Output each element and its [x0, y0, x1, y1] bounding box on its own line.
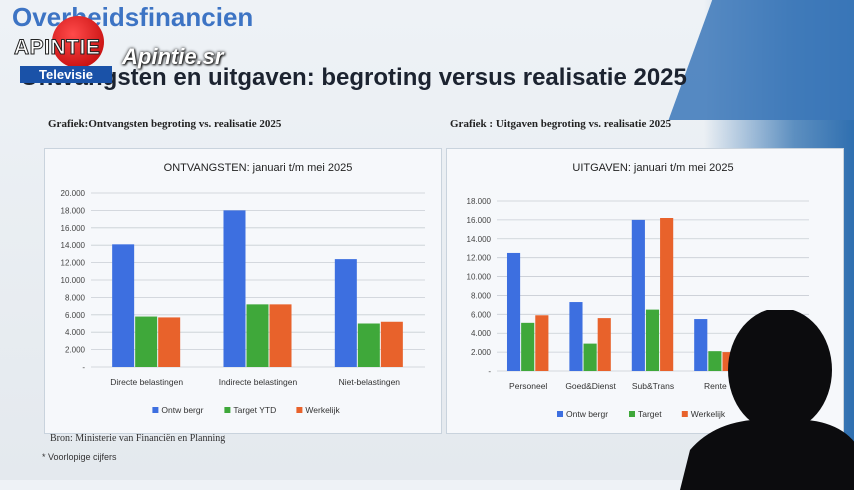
legend-label: Target — [638, 409, 662, 419]
bar — [380, 321, 403, 367]
y-tick-label: 4.000 — [65, 328, 86, 337]
bar — [535, 315, 549, 371]
source-note: Bron: Ministerie van Financiën en Planni… — [50, 433, 226, 444]
y-tick-label: 6.000 — [471, 310, 492, 319]
y-tick-label: 18.000 — [467, 197, 492, 206]
y-tick-label: 2.000 — [65, 346, 86, 355]
logo-text: APINTIE — [13, 36, 101, 60]
category-label: Indirecte belastingen — [219, 377, 298, 387]
y-tick-label: 8.000 — [471, 291, 492, 300]
legend-label: Target YTD — [233, 405, 276, 415]
y-tick-label: 10.000 — [467, 273, 492, 282]
legend-swatch — [152, 407, 159, 413]
category-label: Personeel — [509, 381, 547, 391]
y-tick-label: 4.000 — [471, 329, 492, 338]
y-tick-label: 20.000 — [61, 189, 86, 198]
y-tick-label: 2.000 — [471, 348, 492, 357]
category-label: Directe belastingen — [110, 377, 183, 387]
chart-title: UITGAVEN: januari t/m mei 2025 — [572, 162, 733, 174]
right-chart-caption: Grafiek : Uitgaven begroting vs. realisa… — [450, 118, 672, 130]
legend-swatch — [224, 407, 231, 413]
bar — [694, 319, 708, 371]
y-tick-label: 14.000 — [467, 235, 492, 244]
logo-subtitle: Televisie — [20, 66, 112, 83]
footnote: * Voorlopige cijfers — [42, 452, 117, 462]
decorative-shape — [668, 0, 854, 120]
legend-label: Ontw bergr — [161, 405, 203, 415]
legend-label: Werkelijk — [305, 405, 340, 415]
legend-label: Werkelijk — [691, 409, 726, 419]
bar — [357, 323, 380, 367]
y-tick-label: - — [488, 367, 491, 376]
y-tick-label: - — [82, 363, 85, 372]
legend-swatch — [629, 411, 635, 417]
revenue-chart: ONTVANGSTEN: januari t/m mei 2025 - 2.000 4… — [44, 148, 442, 434]
y-tick-label: 12.000 — [467, 254, 492, 263]
channel-logo: APINTIE Televisie — [13, 16, 114, 86]
bar — [246, 304, 269, 367]
category-label: Rente — [704, 381, 727, 391]
bar — [158, 317, 181, 367]
bar — [334, 259, 357, 367]
bar — [506, 252, 521, 371]
bar — [112, 244, 135, 367]
legend-swatch — [681, 411, 688, 417]
logo-circle-icon — [52, 16, 104, 68]
bar — [597, 318, 611, 371]
y-tick-label: 8.000 — [65, 293, 86, 302]
y-tick-label: 10.000 — [61, 276, 86, 285]
slide-title: Ontvangsten en uitgaven: begroting versu… — [20, 64, 687, 91]
bar — [645, 309, 660, 371]
y-tick-label: 12.000 — [61, 259, 86, 268]
bar — [521, 322, 535, 371]
chart-title: ONTVANGSTEN: januari t/m mei 2025 — [164, 162, 353, 174]
y-tick-label: 18.000 — [61, 206, 86, 215]
left-chart-caption: Grafiek:Ontvangsten begroting vs. realis… — [48, 118, 282, 130]
revenue-chart-svg: ONTVANGSTEN: januari t/m mei 2025 - 2.000 4… — [61, 162, 425, 415]
legend-label: Ontw bergr — [566, 409, 608, 419]
bar — [223, 210, 246, 367]
legend-swatch — [296, 407, 303, 413]
y-tick-label: 6.000 — [65, 311, 86, 320]
site-watermark: Apintie.sr — [122, 44, 224, 69]
bar — [660, 218, 674, 371]
category-label: Goed&Dienst — [565, 381, 616, 391]
y-tick-label: 14.000 — [61, 241, 86, 250]
bar — [269, 304, 292, 367]
category-label: Niet-belastingen — [339, 377, 401, 387]
legend-swatch — [557, 411, 563, 417]
bar — [631, 219, 645, 371]
slide-section-title: Overheidsfinancien — [12, 2, 254, 32]
speaker-silhouette-icon — [680, 310, 854, 490]
y-tick-label: 16.000 — [467, 216, 492, 225]
category-label: Sub&Trans — [632, 381, 674, 391]
bar — [569, 302, 583, 371]
y-tick-label: 16.000 — [61, 224, 86, 233]
bar — [583, 343, 597, 371]
bar — [135, 316, 158, 367]
presentation-slide: Overheidsfinancien Ontvangsten en uitgav… — [12, 0, 854, 480]
bar — [708, 351, 722, 371]
